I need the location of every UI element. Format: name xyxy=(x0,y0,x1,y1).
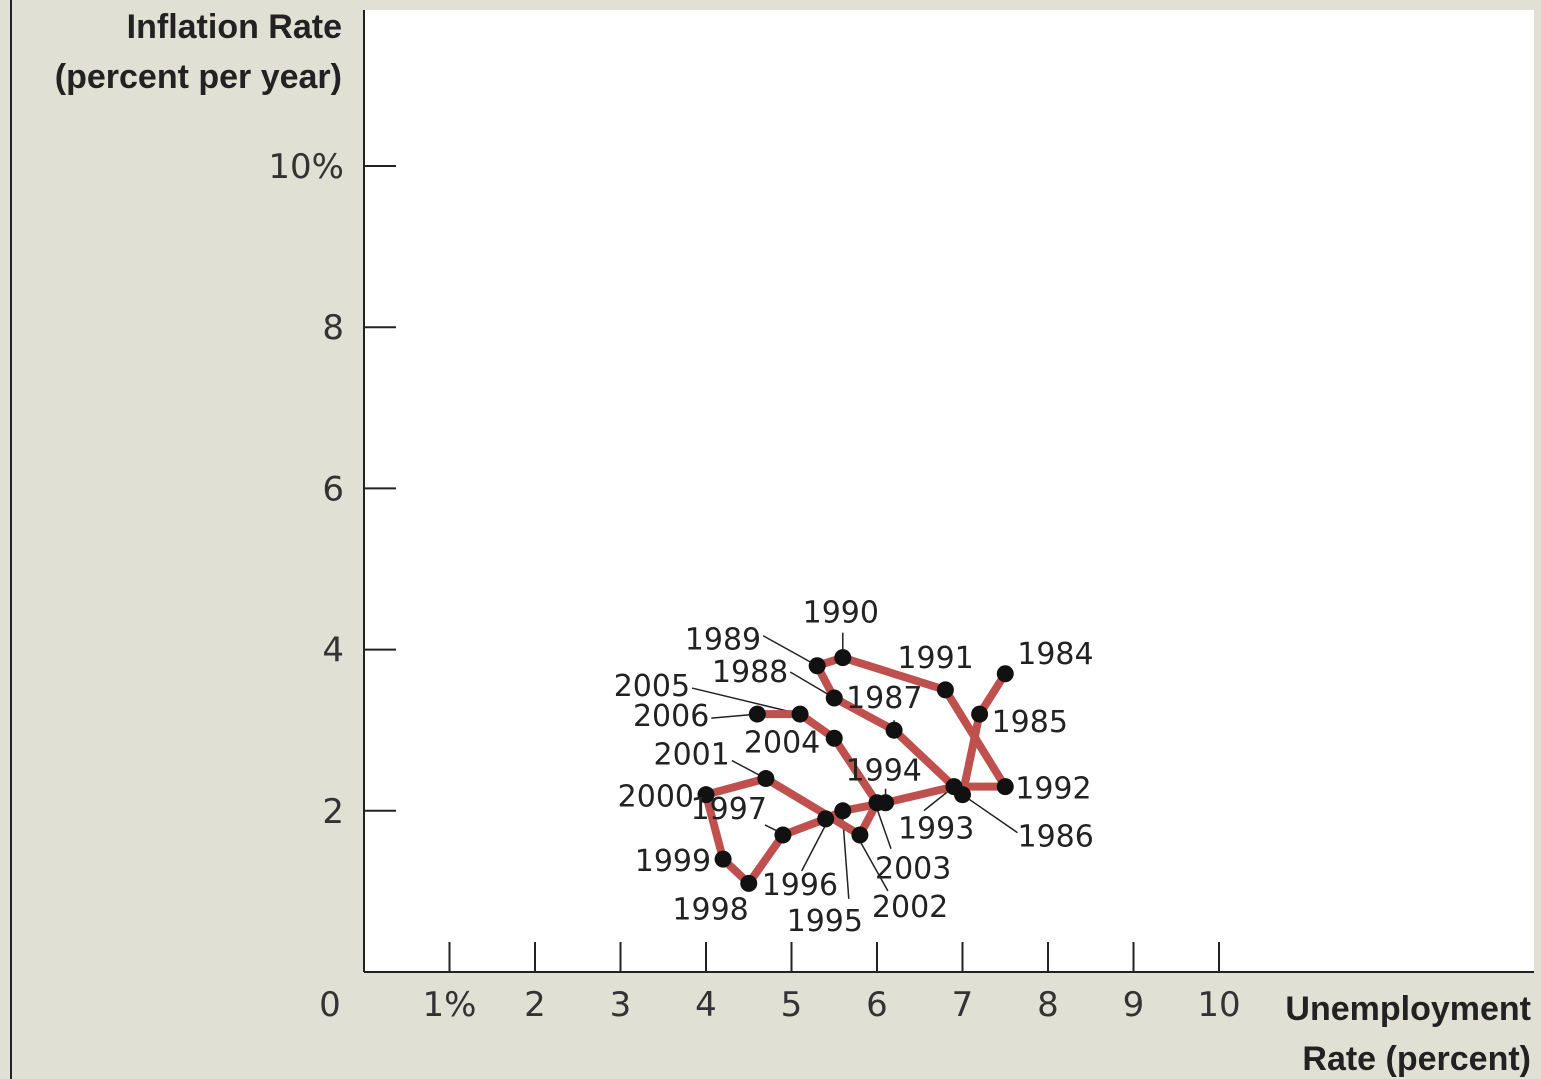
point-1987 xyxy=(885,721,903,739)
point-2001 xyxy=(757,770,775,788)
year-label-1987: 1987 xyxy=(846,681,922,716)
leader-1989 xyxy=(762,635,818,667)
y-tick-label-10: 10% xyxy=(268,147,344,187)
year-label-1996: 1996 xyxy=(762,868,838,903)
year-label-2003: 2003 xyxy=(875,852,951,887)
y-axis-title-line1: Inflation Rate xyxy=(127,8,342,46)
y-tick-label-8: 8 xyxy=(322,308,344,348)
point-1992 xyxy=(996,778,1014,796)
leader-1986 xyxy=(962,794,1018,834)
point-1997 xyxy=(774,826,792,844)
x-tick-label-8: 8 xyxy=(1037,985,1059,1025)
x-tick-label-7: 7 xyxy=(952,985,974,1025)
x-tick-label-10: 10 xyxy=(1197,985,1240,1025)
year-label-1990: 1990 xyxy=(803,596,879,631)
point-1995 xyxy=(834,802,852,820)
point-2006 xyxy=(748,705,766,723)
point-1999 xyxy=(714,850,732,868)
leader-2002 xyxy=(859,840,889,892)
x-ticks: 1% 2 3 4 5 6 7 8 9 10 xyxy=(423,942,1241,1025)
point-2005 xyxy=(791,705,809,723)
point-1990 xyxy=(834,649,852,667)
point-2004 xyxy=(825,729,843,747)
leader-2005 xyxy=(691,687,801,715)
y-tick-label-6: 6 xyxy=(322,469,344,509)
x-tick-label-4: 4 xyxy=(695,985,717,1025)
point-1996 xyxy=(817,810,835,828)
year-label-2002: 2002 xyxy=(872,890,948,925)
y-ticks: 2 4 6 8 10% xyxy=(268,147,396,832)
point-1998 xyxy=(740,874,758,892)
year-label-1999: 1999 xyxy=(635,844,711,879)
point-2002 xyxy=(851,826,869,844)
x-tick-label-2: 2 xyxy=(524,985,546,1025)
year-label-2000: 2000 xyxy=(618,780,694,815)
year-label-1992: 1992 xyxy=(1015,772,1091,807)
y-tick-label-2: 2 xyxy=(322,792,344,832)
label-leader-lines xyxy=(691,632,1018,899)
point-1993 xyxy=(945,778,963,796)
leader-2003 xyxy=(876,808,892,849)
plot-area xyxy=(364,10,1534,972)
year-label-1991: 1991 xyxy=(897,641,973,676)
x-tick-label-3: 3 xyxy=(610,985,632,1025)
y-tick-label-4: 4 xyxy=(322,631,344,671)
point-1985 xyxy=(971,705,989,723)
x-tick-label-1: 1% xyxy=(423,985,477,1025)
year-label-1997: 1997 xyxy=(691,792,767,827)
x-axis-title-line2: Rate (percent) xyxy=(1302,1040,1531,1078)
leader-1995 xyxy=(842,818,850,899)
year-label-2001: 2001 xyxy=(653,738,729,773)
year-label-2006: 2006 xyxy=(633,699,709,734)
year-label-1985: 1985 xyxy=(992,705,1068,740)
year-label-1998: 1998 xyxy=(672,892,748,927)
point-1984 xyxy=(996,665,1014,683)
year-label-2004: 2004 xyxy=(744,725,820,760)
x-tick-label-9: 9 xyxy=(1123,985,1145,1025)
point-2003 xyxy=(868,794,886,812)
point-1989 xyxy=(808,657,826,675)
year-label-1994: 1994 xyxy=(846,754,922,789)
year-label-2005: 2005 xyxy=(614,669,690,704)
point-2000 xyxy=(697,786,715,804)
leader-1988 xyxy=(789,671,835,699)
x-axis-title-line1: Unemployment xyxy=(1285,990,1531,1028)
leader-1997 xyxy=(764,824,778,832)
y-axis-title-line2: (percent per year) xyxy=(55,58,342,96)
point-1988 xyxy=(825,689,843,707)
year-label-1988: 1988 xyxy=(712,655,788,690)
origin-label: 0 xyxy=(319,985,341,1025)
point-1991 xyxy=(936,681,954,699)
x-tick-label-6: 6 xyxy=(866,985,888,1025)
year-label-1986: 1986 xyxy=(1018,820,1094,855)
year-label-1993: 1993 xyxy=(898,812,974,847)
data-points xyxy=(697,649,1014,892)
year-label-1995: 1995 xyxy=(787,904,863,939)
leader-1996 xyxy=(801,824,827,872)
year-label-1984: 1984 xyxy=(1017,637,1093,672)
x-tick-label-5: 5 xyxy=(781,985,803,1025)
year-label-1989: 1989 xyxy=(685,623,761,658)
